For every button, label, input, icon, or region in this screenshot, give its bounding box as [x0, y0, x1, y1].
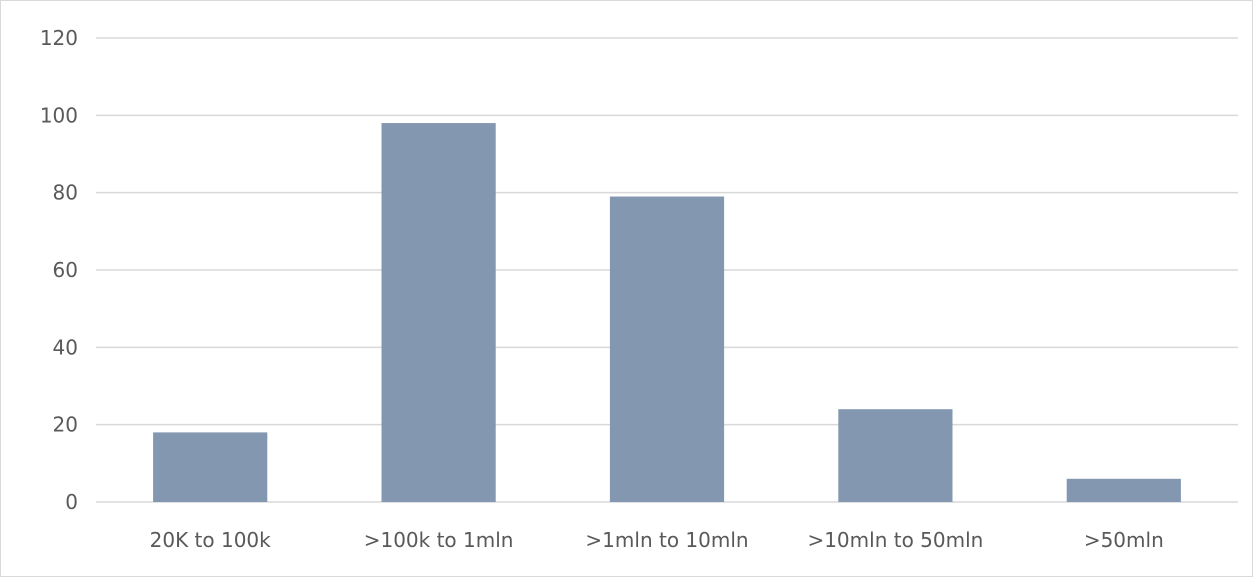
x-tick-label: >100k to 1mln [364, 528, 514, 552]
x-tick-label: >50mln [1084, 528, 1164, 552]
bar-4 [1066, 478, 1181, 502]
y-axis-tick-labels: 0 20 40 60 80 100 120 [40, 26, 78, 514]
y-tick-label: 20 [53, 413, 78, 437]
y-tick-label: 0 [65, 490, 78, 514]
x-tick-label: >10mln to 50mln [807, 528, 983, 552]
bar-0 [153, 432, 268, 502]
bar-1 [381, 123, 496, 503]
bar-3 [838, 409, 953, 502]
y-tick-label: 40 [53, 335, 78, 359]
x-tick-label: >1mln to 10mln [585, 528, 748, 552]
x-tick-label: 20K to 100k [150, 528, 272, 552]
x-axis-tick-labels: 20K to 100k >100k to 1mln >1mln to 10mln >1… [150, 528, 1164, 552]
bar-2 [609, 196, 725, 503]
bars [153, 123, 1181, 503]
y-tick-label: 120 [40, 26, 78, 50]
y-tick-label: 60 [53, 258, 78, 282]
y-tick-label: 80 [53, 181, 78, 205]
y-tick-label: 100 [40, 103, 78, 127]
